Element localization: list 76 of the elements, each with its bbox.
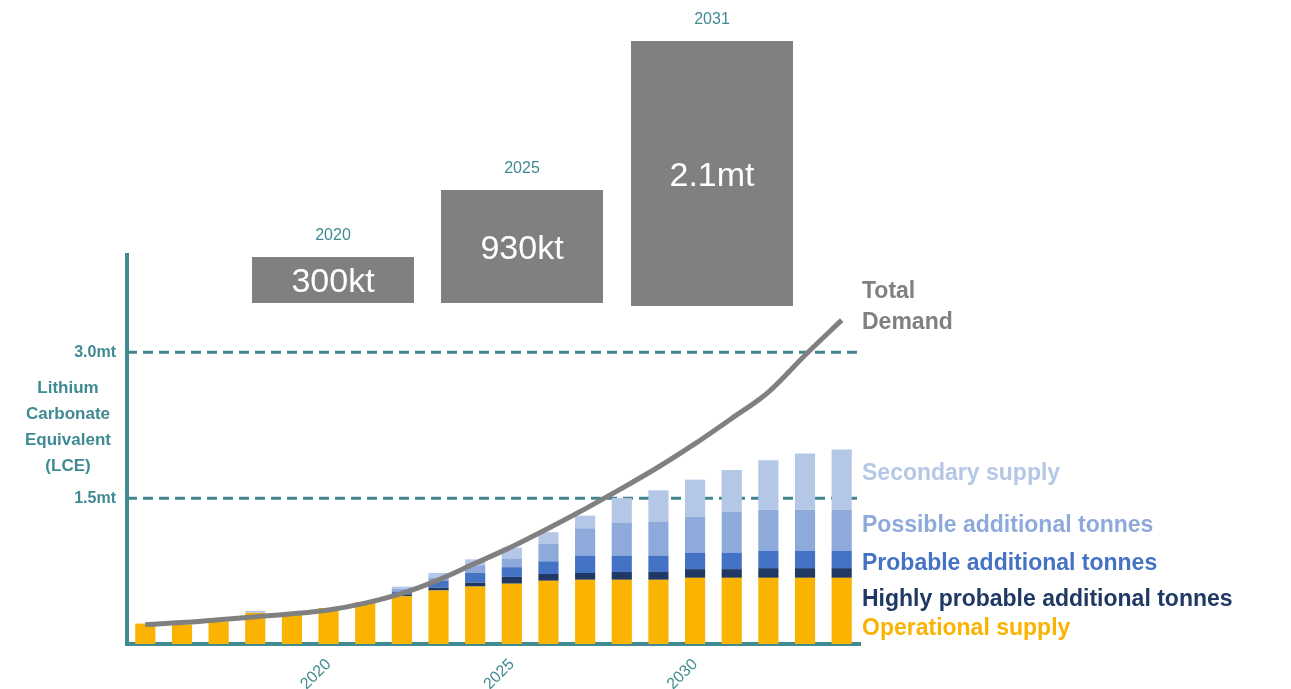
- bar: [611, 579, 632, 644]
- bar: [611, 572, 632, 580]
- bar: [501, 576, 522, 584]
- bar: [538, 543, 559, 562]
- bar: [758, 509, 779, 551]
- bar: [831, 550, 852, 569]
- y-tick-label: 3.0mt: [74, 342, 117, 360]
- bar: [685, 516, 706, 553]
- bar: [648, 490, 669, 522]
- bar: [685, 577, 706, 644]
- bar: [575, 573, 596, 580]
- bar: [135, 623, 156, 644]
- bar: [794, 550, 816, 569]
- text: 2020: [314, 225, 352, 245]
- bar: [758, 568, 779, 578]
- series-label: Secondary supply: [862, 459, 1061, 486]
- bar: [538, 561, 559, 574]
- bar: [758, 460, 779, 510]
- series-label: Total Demand: [862, 277, 953, 335]
- bar: [648, 572, 669, 580]
- bar: [538, 580, 559, 644]
- bar: [648, 555, 669, 573]
- bar: [208, 621, 229, 644]
- bar: [831, 449, 852, 510]
- y-axis-title: Lithium Carbonate Equivalent (LCE): [25, 377, 112, 475]
- bar: [831, 509, 852, 551]
- annotation: 930kt: [480, 226, 564, 267]
- bar: [648, 579, 669, 644]
- bar: [758, 550, 779, 569]
- bar: [575, 579, 596, 644]
- bar: [794, 453, 816, 510]
- bar: [575, 555, 596, 574]
- bar: [685, 552, 706, 570]
- bar: [758, 577, 779, 644]
- bar: [611, 498, 632, 523]
- callout-box: 930kt: [441, 190, 603, 303]
- bar: [831, 577, 852, 644]
- bar: [171, 624, 193, 644]
- text: 2025: [503, 158, 541, 178]
- bar: [575, 515, 596, 529]
- bar: [685, 569, 706, 578]
- bar: [794, 577, 816, 644]
- bar: [501, 583, 522, 644]
- series-label: Operational supply: [862, 614, 1071, 641]
- series-label: Highly probable additional tonnes: [862, 585, 1233, 612]
- series-label: Possible additional tonnes: [862, 511, 1154, 538]
- bar: [465, 573, 486, 583]
- bar: [428, 590, 449, 644]
- text: 2031: [693, 9, 731, 29]
- bar: [611, 522, 632, 556]
- bar: [685, 479, 706, 517]
- bar: [721, 552, 742, 570]
- annotation: 300kt: [291, 260, 375, 300]
- bar: [501, 567, 522, 577]
- bar: [721, 569, 742, 578]
- callout-box: 2.1mt: [631, 41, 793, 306]
- bar: [355, 602, 376, 644]
- bar: [721, 577, 742, 644]
- bar: [794, 509, 816, 551]
- bar: [465, 582, 486, 587]
- series-label: Probable additional tonnes: [862, 549, 1158, 576]
- bar: [465, 586, 486, 644]
- bar: [538, 573, 559, 581]
- bar: [501, 558, 522, 568]
- bar: [428, 587, 449, 591]
- bar: [575, 528, 596, 556]
- y-tick-label: 1.5mt: [74, 488, 117, 506]
- bar: [794, 568, 816, 578]
- bar: [648, 521, 669, 556]
- bar: [391, 596, 412, 644]
- bar: [831, 568, 852, 578]
- bar: [721, 511, 742, 553]
- bar: [611, 555, 632, 573]
- bar: [721, 469, 742, 512]
- bar: [538, 532, 559, 544]
- callout-box: 300kt: [252, 257, 414, 303]
